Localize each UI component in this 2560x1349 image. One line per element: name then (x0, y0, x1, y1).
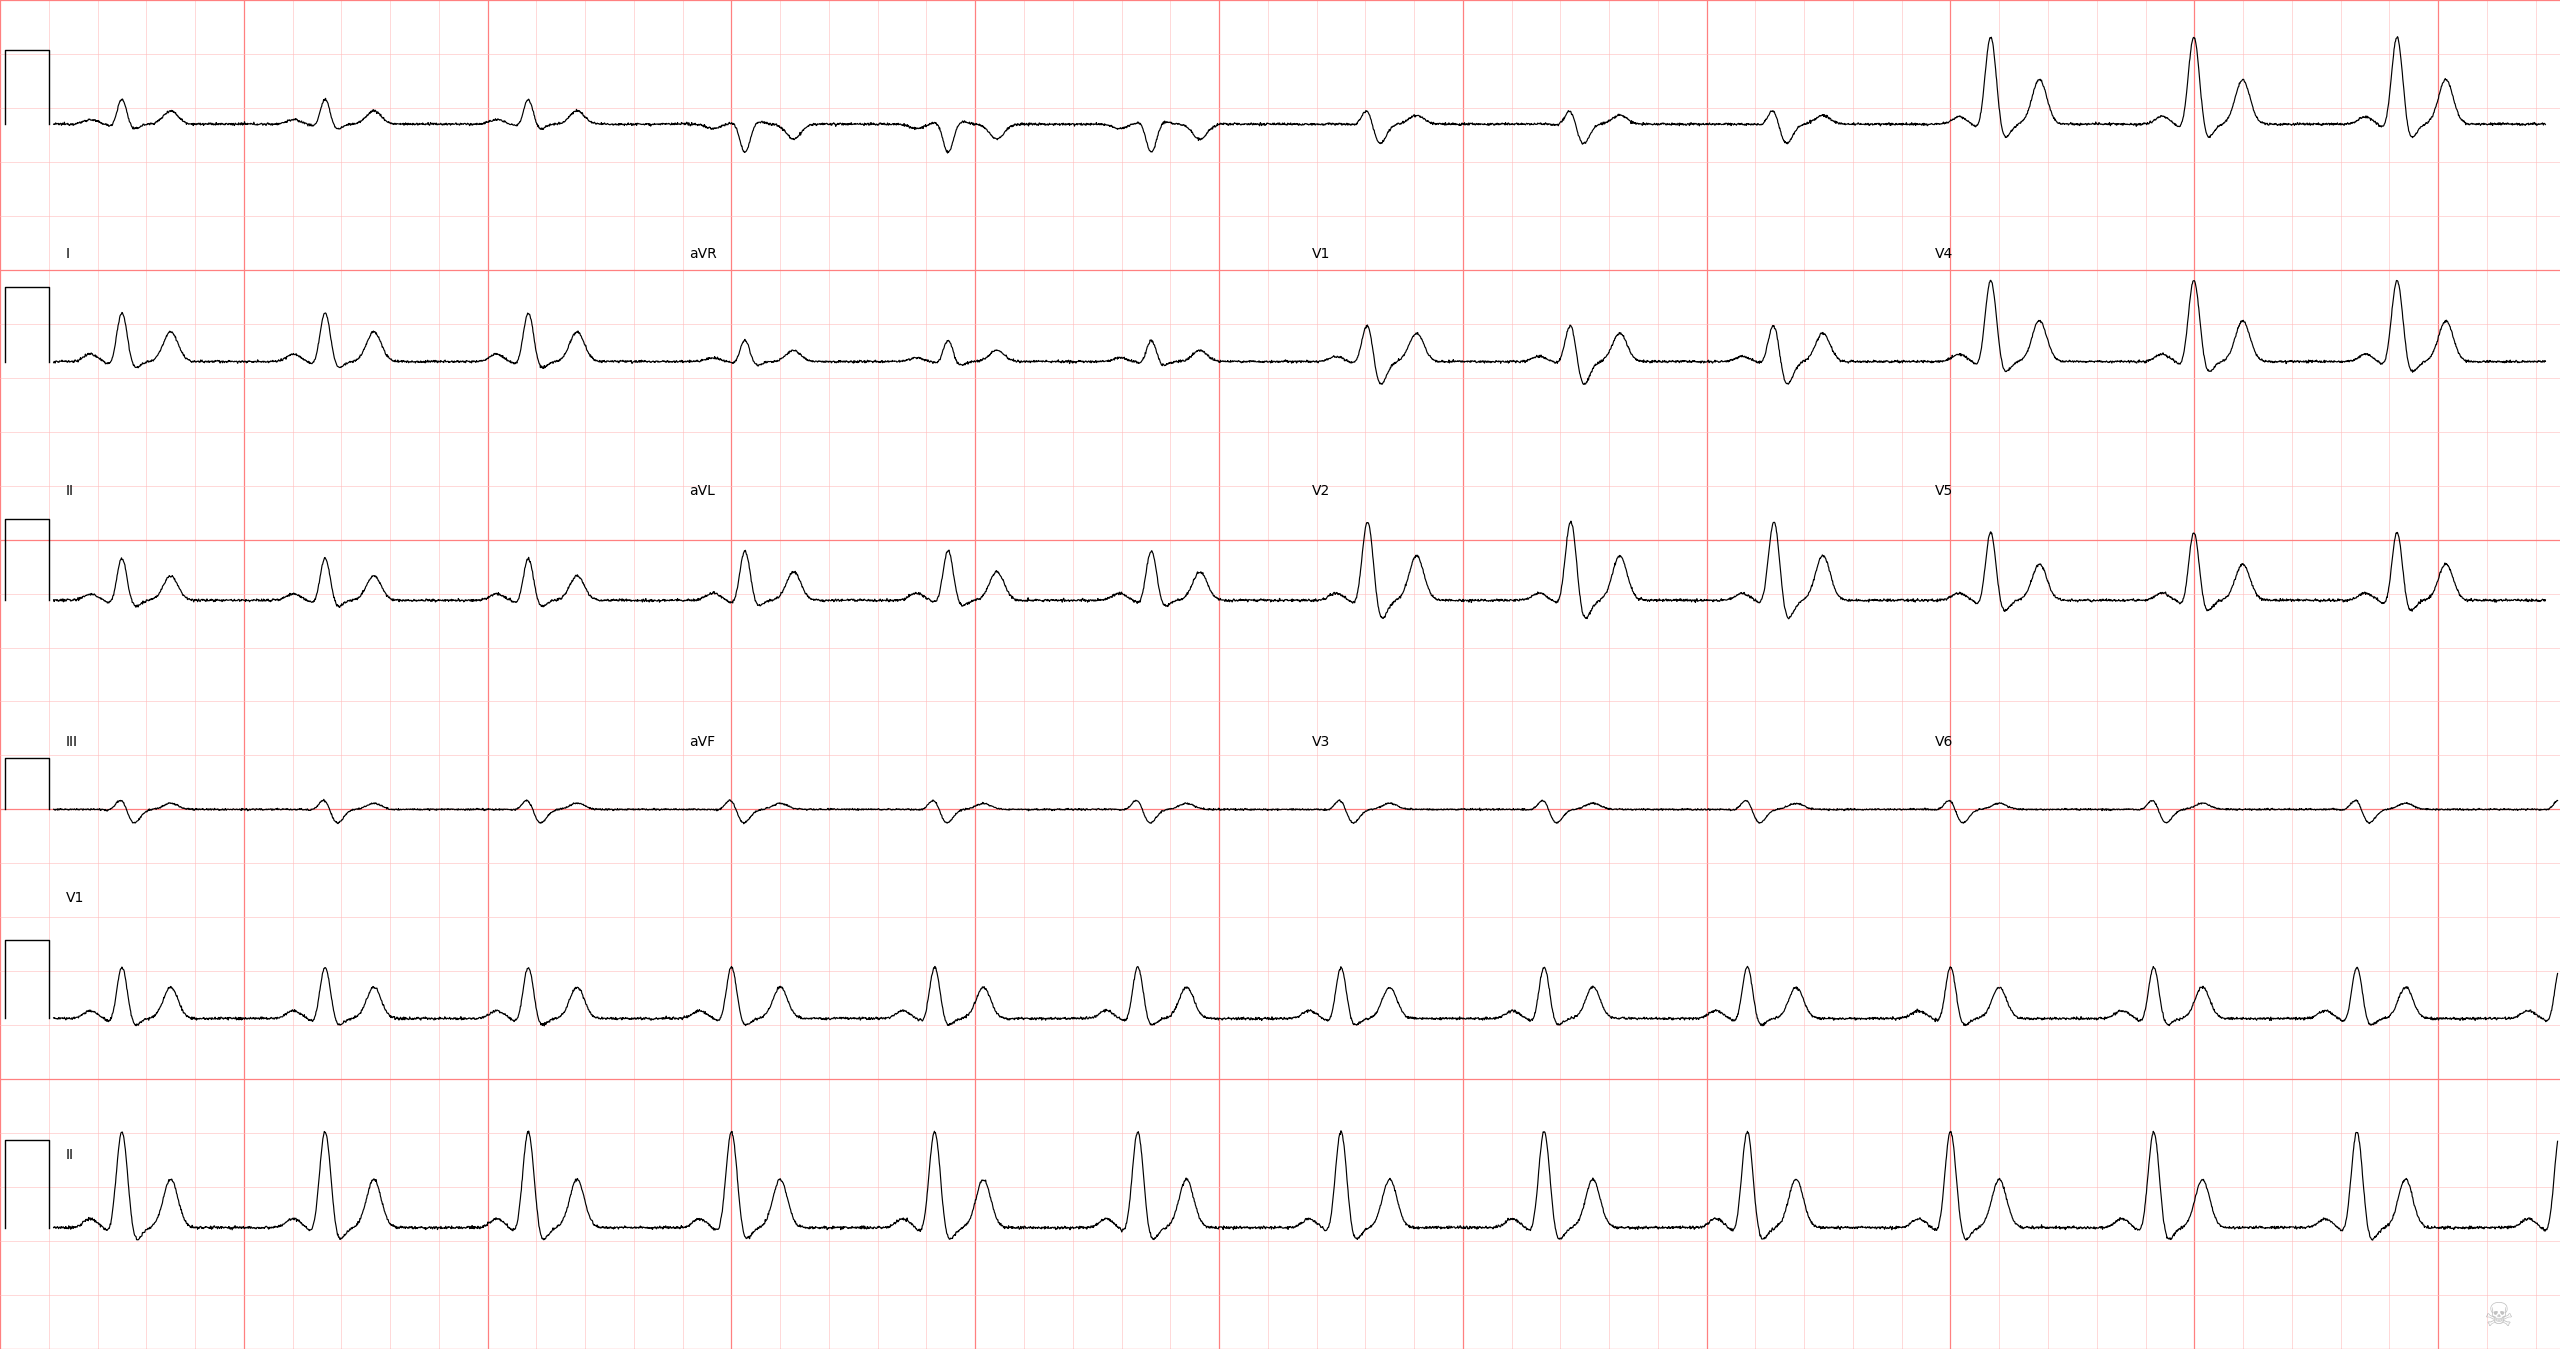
Text: V1: V1 (1311, 247, 1331, 260)
Text: aVR: aVR (689, 247, 717, 260)
Text: V6: V6 (1935, 735, 1953, 749)
Text: II: II (67, 1148, 74, 1163)
Text: V2: V2 (1311, 484, 1331, 498)
Text: V3: V3 (1311, 735, 1331, 749)
Text: III: III (67, 735, 77, 749)
Text: aVF: aVF (689, 735, 714, 749)
Text: I: I (67, 247, 69, 260)
Text: II: II (67, 484, 74, 498)
Text: aVL: aVL (689, 484, 714, 498)
Text: V5: V5 (1935, 484, 1953, 498)
Text: V4: V4 (1935, 247, 1953, 260)
Text: ☠: ☠ (2483, 1300, 2514, 1333)
Text: V1: V1 (67, 890, 84, 905)
